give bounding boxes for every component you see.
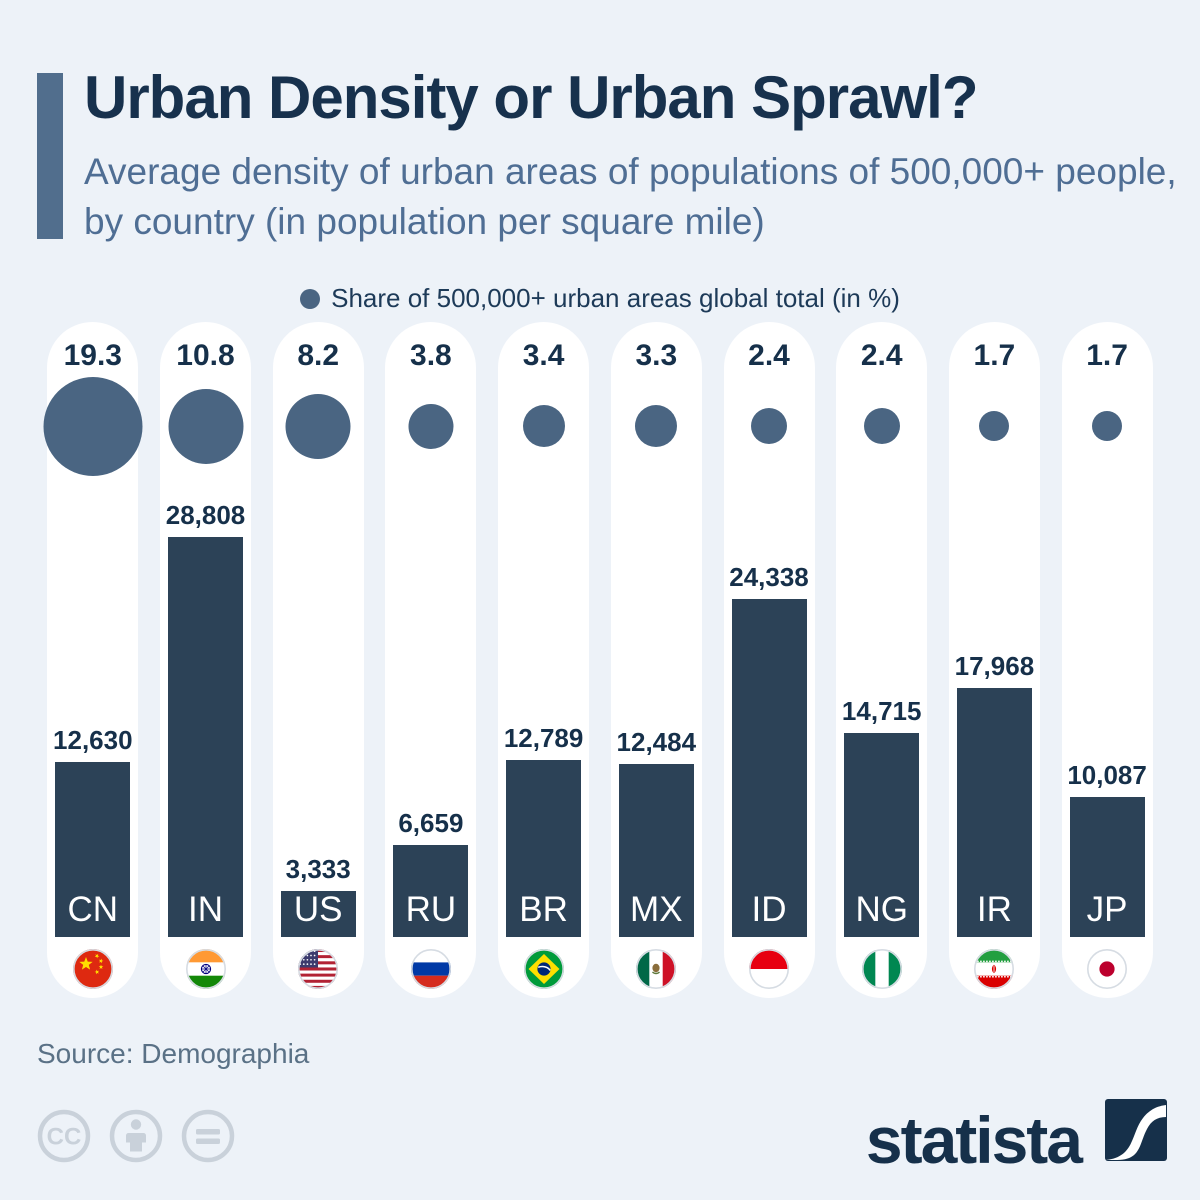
country-code: IR bbox=[976, 890, 1012, 929]
country-code: ID bbox=[751, 890, 787, 929]
country-code: US bbox=[293, 890, 343, 929]
creative-commons-icons[interactable]: CC bbox=[36, 1106, 272, 1166]
share-value: 1.7 bbox=[1086, 339, 1128, 372]
density-bar bbox=[731, 599, 807, 937]
density-value: 28,808 bbox=[165, 500, 246, 530]
share-circle bbox=[863, 408, 900, 444]
flag-jp-icon bbox=[1087, 949, 1128, 989]
share-circle bbox=[1092, 411, 1123, 441]
share-value: 2.4 bbox=[748, 339, 790, 372]
title-accent-bar bbox=[37, 73, 63, 239]
density-value: 12,630 bbox=[53, 725, 133, 755]
country-column-ru: 3.8 6,659 RU bbox=[385, 322, 477, 998]
country-column-id: 2.4 24,338 ID bbox=[723, 322, 815, 998]
flag-br-icon bbox=[523, 949, 564, 989]
share-value: 10.8 bbox=[176, 339, 235, 372]
country-code: NG bbox=[855, 890, 908, 929]
flag-cn-icon bbox=[72, 949, 113, 989]
density-bar bbox=[168, 537, 243, 937]
page-subtitle: Average density of urban areas of popula… bbox=[84, 151, 1177, 242]
share-circle bbox=[43, 376, 143, 476]
country-column-br: 3.4 12,789 BR bbox=[498, 322, 590, 998]
share-value: 2.4 bbox=[860, 339, 903, 372]
flag-ru-icon bbox=[410, 949, 451, 989]
statista-logo[interactable]: statista bbox=[865, 1099, 1167, 1177]
flag-us-icon bbox=[298, 949, 339, 989]
country-column-mx: 3.3 12,484 MX bbox=[610, 322, 702, 998]
density-value: 24,338 bbox=[729, 562, 809, 592]
share-circle bbox=[168, 388, 243, 464]
statista-logo-icon bbox=[1105, 1099, 1167, 1166]
share-value: 8.2 bbox=[297, 339, 340, 372]
country-code: CN bbox=[67, 890, 119, 929]
cc-attribution-icon bbox=[109, 1109, 163, 1163]
country-column-in: 10.8 28,808 IN bbox=[160, 322, 251, 998]
density-bar bbox=[280, 891, 356, 937]
density-bar bbox=[506, 760, 582, 937]
page-title: Urban Density or Urban Sprawl? bbox=[84, 64, 979, 131]
density-value: 10,087 bbox=[1067, 760, 1147, 790]
country-code: MX bbox=[630, 890, 683, 929]
density-value: 17,968 bbox=[954, 651, 1035, 681]
country-column-us: 8.2 3,333 US bbox=[272, 322, 364, 998]
density-bar bbox=[55, 762, 131, 937]
country-column-cn: 19.3 12,630 CN bbox=[43, 322, 143, 998]
share-circle bbox=[408, 403, 454, 449]
flag-id-icon bbox=[749, 949, 789, 989]
share-circle bbox=[751, 408, 787, 444]
country-column-ng: 2.4 14,715 NG bbox=[836, 322, 928, 998]
legend-dot-icon bbox=[300, 288, 321, 309]
source-note: Source: Demographia bbox=[37, 1038, 310, 1069]
flag-ng-icon bbox=[861, 949, 902, 989]
density-bar bbox=[393, 845, 469, 937]
flag-in-icon bbox=[185, 949, 226, 989]
density-value: 12,789 bbox=[503, 723, 584, 753]
legend: Share of 500,000+ urban areas global tot… bbox=[0, 283, 1200, 314]
share-value: 3.8 bbox=[410, 339, 452, 372]
density-value: 6,659 bbox=[398, 808, 464, 838]
density-bar bbox=[844, 733, 920, 937]
country-column-jp: 1.7 10,087 JP bbox=[1061, 322, 1153, 998]
density-bar bbox=[956, 688, 1032, 937]
share-circle bbox=[979, 411, 1010, 441]
legend-label: Share of 500,000+ urban areas global tot… bbox=[331, 283, 900, 313]
country-column-ir: 1.7 17,968 IR bbox=[948, 322, 1040, 998]
flag-mx-icon bbox=[636, 949, 677, 989]
share-circle bbox=[285, 393, 351, 459]
share-value: 3.3 bbox=[635, 339, 678, 372]
statista-wordmark: statista bbox=[865, 1102, 1083, 1177]
cc-license-icon bbox=[37, 1109, 91, 1163]
flag-ir-icon bbox=[974, 949, 1015, 989]
country-code: RU bbox=[405, 890, 457, 929]
density-bar bbox=[1069, 797, 1145, 937]
density-value: 12,484 bbox=[616, 727, 697, 757]
svg-text:CC: CC bbox=[47, 1124, 82, 1151]
country-code: IN bbox=[188, 890, 223, 929]
density-bar bbox=[618, 764, 694, 937]
share-value: 19.3 bbox=[63, 339, 122, 372]
share-circle bbox=[635, 405, 678, 447]
country-code: JP bbox=[1086, 890, 1128, 929]
cc-equal-icon bbox=[181, 1109, 235, 1163]
density-value: 3,333 bbox=[285, 854, 351, 884]
country-code: BR bbox=[519, 890, 568, 929]
density-value: 14,715 bbox=[841, 696, 922, 726]
share-value: 1.7 bbox=[973, 339, 1016, 372]
chart-area: 19.3 12,630 CN 10.8 28,808 IN 8.2 3,333 US 3.8 6… bbox=[0, 322, 1200, 998]
share-value: 3.4 bbox=[522, 339, 565, 372]
share-circle bbox=[522, 405, 565, 447]
